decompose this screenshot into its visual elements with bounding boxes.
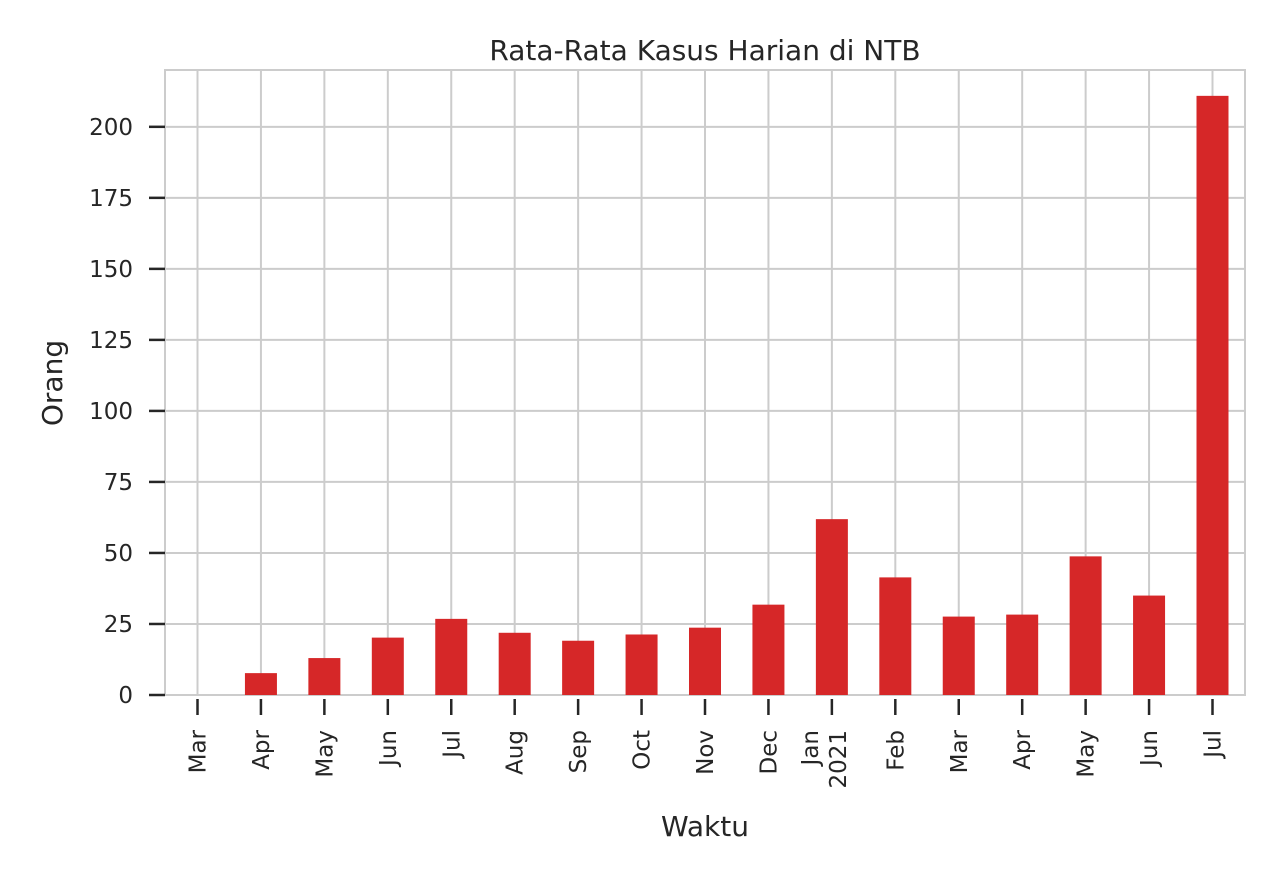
- x-axis-label: Waktu: [661, 810, 749, 843]
- x-tick-label: May: [312, 730, 338, 778]
- x-axis: Mar Apr May Jun Jul Aug Sep Oct Nov Dec Jan 2021 Feb…: [186, 699, 1227, 789]
- x-tick-label: Jan: [798, 730, 824, 767]
- x-tick-label: Dec: [756, 730, 782, 775]
- y-tick-label: 50: [104, 541, 133, 567]
- y-tick-label: 175: [89, 186, 133, 212]
- x-tick-label: Jul: [439, 730, 465, 760]
- bar: [1006, 614, 1039, 695]
- bar: [942, 616, 975, 695]
- x-tick-label: Apr: [249, 729, 275, 769]
- chart-title: Rata-Rata Kasus Harian di NTB: [489, 34, 920, 67]
- bar: [879, 577, 912, 695]
- bar: [815, 519, 848, 695]
- x-tick-label: Jun: [1137, 730, 1163, 768]
- x-tick-label: Apr: [1010, 729, 1036, 769]
- bar: [752, 604, 785, 695]
- y-axis: 0 25 50 75 100 125 150 175 200: [89, 115, 165, 709]
- y-tick-label: 150: [89, 257, 133, 283]
- y-tick-label: 75: [104, 470, 133, 496]
- bar: [371, 637, 404, 695]
- x-tick-label: Mar: [186, 729, 212, 773]
- y-axis-label: Orang: [36, 340, 69, 426]
- y-tick-label: 25: [104, 612, 133, 638]
- bar: [562, 640, 595, 695]
- bar: [1133, 595, 1166, 695]
- x-tick-label: Jul: [1201, 730, 1227, 760]
- bar: [498, 632, 531, 695]
- bar: [1196, 95, 1229, 695]
- x-tick-label: Mar: [947, 729, 973, 773]
- bar: [625, 634, 658, 695]
- x-tick-label: Sep: [566, 730, 592, 773]
- bar: [689, 627, 721, 695]
- x-tick-label: Feb: [883, 730, 909, 771]
- x-tick-label: May: [1074, 730, 1100, 778]
- y-tick-label: 200: [89, 115, 133, 141]
- bar: [308, 658, 341, 695]
- y-tick-label: 125: [89, 328, 133, 354]
- y-tick-label: 100: [89, 399, 133, 425]
- x-tick-label: Oct: [630, 730, 656, 770]
- bar: [244, 673, 277, 695]
- bar: [435, 618, 468, 695]
- x-tick-sublabel: 2021: [826, 730, 852, 789]
- bar: [1069, 556, 1102, 695]
- x-tick-label: Nov: [693, 730, 719, 775]
- x-tick-label: Aug: [503, 730, 529, 775]
- y-tick-label: 0: [118, 683, 133, 709]
- bars: [244, 95, 1229, 695]
- x-tick-label: Jun: [376, 730, 402, 768]
